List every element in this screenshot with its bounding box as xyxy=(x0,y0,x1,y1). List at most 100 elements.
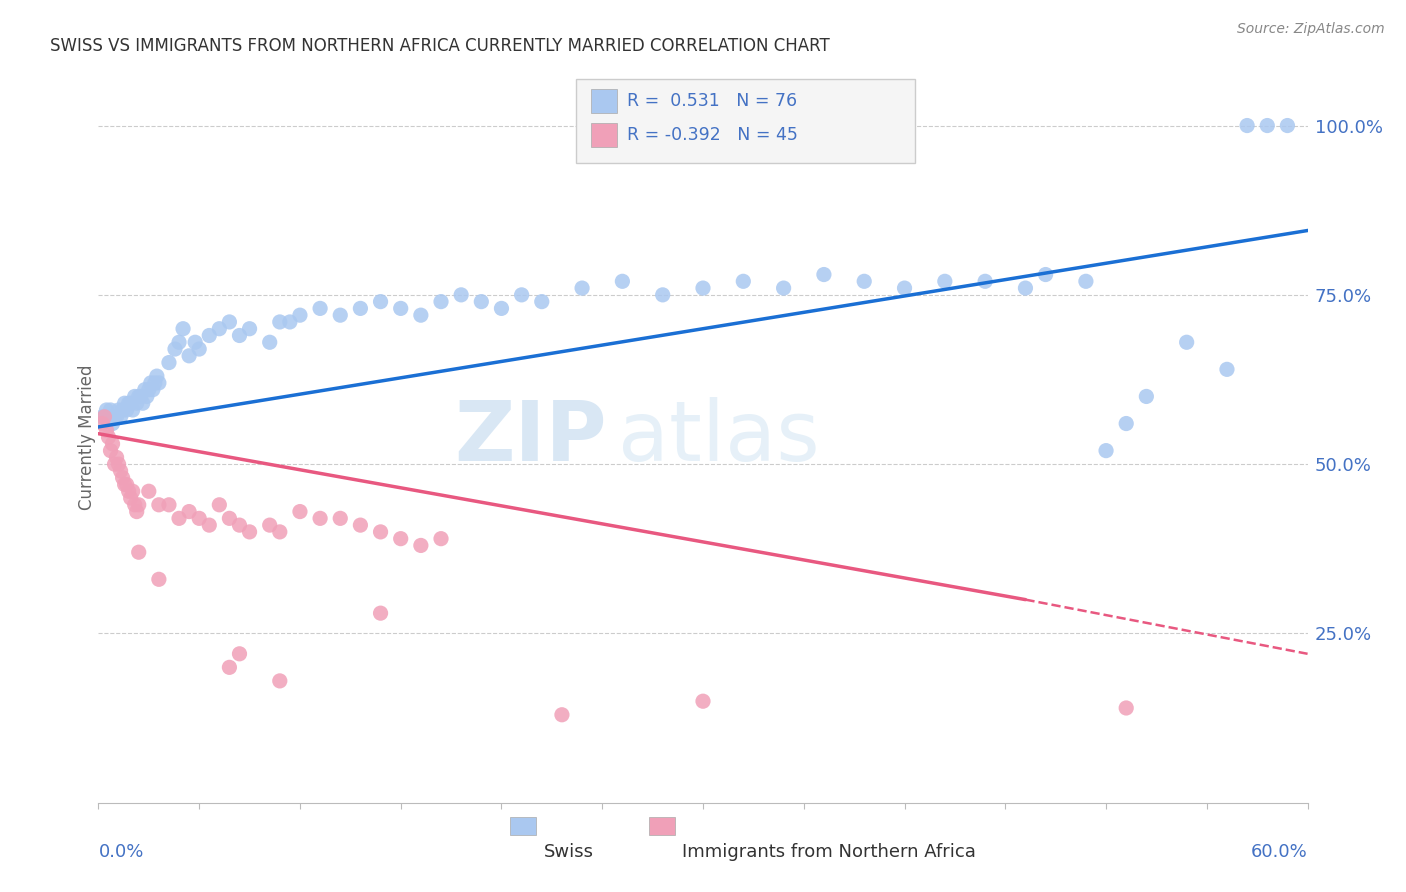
Point xyxy=(934,274,956,288)
Bar xyxy=(648,817,675,835)
Point xyxy=(121,403,143,417)
Point xyxy=(179,349,201,363)
Point xyxy=(128,498,150,512)
Point xyxy=(128,545,150,559)
Point xyxy=(97,409,120,424)
Point xyxy=(259,518,281,533)
Point xyxy=(139,376,162,390)
Point xyxy=(530,294,553,309)
Bar xyxy=(591,89,617,113)
Point xyxy=(208,322,231,336)
Point xyxy=(157,355,180,369)
Point xyxy=(110,464,132,478)
Point xyxy=(188,342,211,356)
Point xyxy=(853,274,876,288)
Point xyxy=(329,511,352,525)
Point xyxy=(138,484,160,499)
Point xyxy=(118,396,141,410)
Bar xyxy=(591,122,617,146)
Point xyxy=(349,518,371,533)
Text: 0.0%: 0.0% xyxy=(98,843,143,861)
Point xyxy=(135,389,157,403)
Point xyxy=(510,288,533,302)
Point xyxy=(167,511,190,525)
Point xyxy=(1115,417,1137,431)
Point xyxy=(114,477,136,491)
Point xyxy=(101,437,124,451)
Point xyxy=(612,274,634,288)
Point xyxy=(450,288,472,302)
Point xyxy=(329,308,352,322)
Text: ZIP: ZIP xyxy=(454,397,606,477)
Point xyxy=(148,498,170,512)
Point xyxy=(218,660,240,674)
Point xyxy=(128,389,150,403)
Point xyxy=(218,315,240,329)
Point xyxy=(179,505,201,519)
Point xyxy=(491,301,513,316)
Point xyxy=(692,281,714,295)
Point xyxy=(125,396,148,410)
Point xyxy=(1074,274,1097,288)
Point xyxy=(430,294,453,309)
Point xyxy=(96,403,118,417)
Point xyxy=(93,409,115,424)
Point xyxy=(120,491,142,505)
Point xyxy=(228,647,250,661)
Point xyxy=(259,335,281,350)
Point xyxy=(309,511,332,525)
Point xyxy=(121,484,143,499)
Point xyxy=(239,524,262,539)
Bar xyxy=(576,78,915,163)
Point xyxy=(288,505,311,519)
Point xyxy=(101,417,124,431)
Point xyxy=(278,315,301,329)
Point xyxy=(157,498,180,512)
Point xyxy=(125,505,148,519)
Point xyxy=(218,511,240,525)
Point xyxy=(349,301,371,316)
Point xyxy=(188,511,211,525)
Point xyxy=(228,328,250,343)
Point xyxy=(110,409,132,424)
Point xyxy=(370,606,392,620)
Point xyxy=(1135,389,1157,403)
Text: Immigrants from Northern Africa: Immigrants from Northern Africa xyxy=(682,843,976,861)
Text: SWISS VS IMMIGRANTS FROM NORTHERN AFRICA CURRENTLY MARRIED CORRELATION CHART: SWISS VS IMMIGRANTS FROM NORTHERN AFRICA… xyxy=(51,37,830,54)
Text: R = -0.392   N = 45: R = -0.392 N = 45 xyxy=(627,126,797,144)
Point xyxy=(389,532,412,546)
Point xyxy=(91,409,114,424)
Point xyxy=(103,409,125,424)
Point xyxy=(114,396,136,410)
Text: R =  0.531   N = 76: R = 0.531 N = 76 xyxy=(627,92,797,110)
Point xyxy=(309,301,332,316)
Point xyxy=(107,457,129,471)
Point xyxy=(148,376,170,390)
Text: Swiss: Swiss xyxy=(543,843,593,861)
Point xyxy=(269,315,291,329)
Text: Source: ZipAtlas.com: Source: ZipAtlas.com xyxy=(1237,22,1385,37)
Point xyxy=(120,396,142,410)
Point xyxy=(813,268,835,282)
Point xyxy=(111,471,134,485)
Point xyxy=(167,335,190,350)
Y-axis label: Currently Married: Currently Married xyxy=(79,364,96,510)
Point xyxy=(239,322,262,336)
Point xyxy=(172,322,194,336)
Point xyxy=(974,274,997,288)
Point xyxy=(146,369,169,384)
Point xyxy=(115,403,138,417)
Point xyxy=(142,383,165,397)
Point xyxy=(772,281,794,295)
Point xyxy=(124,498,146,512)
Point xyxy=(470,294,492,309)
Point xyxy=(1014,281,1036,295)
Point xyxy=(97,430,120,444)
Point xyxy=(571,281,593,295)
Point xyxy=(228,518,250,533)
Point xyxy=(118,484,141,499)
Point xyxy=(163,342,186,356)
Point xyxy=(1095,443,1118,458)
Point xyxy=(105,450,128,465)
Point xyxy=(184,335,207,350)
